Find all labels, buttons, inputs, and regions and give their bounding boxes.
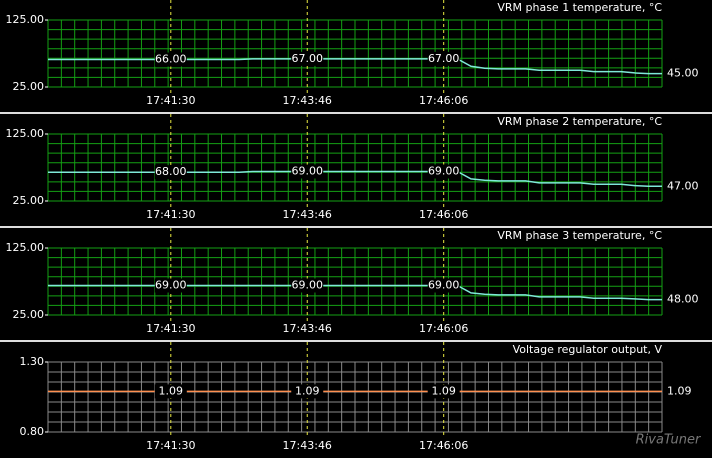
value-label-bg	[427, 384, 460, 399]
watermark: RivaTuner	[636, 433, 702, 448]
x-tick-label: 17:46:06	[419, 439, 468, 452]
current-value-label: 45.00	[667, 67, 699, 80]
x-tick-label: 17:41:30	[146, 208, 195, 221]
value-label: 1.09	[431, 384, 456, 397]
value-label: 69.00	[428, 165, 460, 178]
value-label-bg	[427, 278, 460, 293]
y-tick-label: 25.00	[13, 80, 45, 93]
value-label: 1.09	[159, 384, 184, 397]
value-label: 66.00	[155, 53, 187, 66]
x-tick-label: 17:41:30	[146, 94, 195, 107]
value-label: 67.00	[428, 52, 460, 65]
chart-title: Voltage regulator output, V	[513, 343, 663, 356]
x-tick-label: 17:46:06	[419, 322, 468, 335]
data-line	[48, 58, 662, 75]
x-tick-label: 17:46:06	[419, 208, 468, 221]
x-tick-label: 17:43:46	[283, 322, 332, 335]
value-label: 69.00	[291, 165, 323, 178]
value-label-bg	[154, 384, 187, 399]
data-line	[48, 284, 662, 301]
value-label-bg	[427, 164, 460, 179]
current-value-label: 1.09	[667, 384, 692, 397]
data-line	[48, 170, 662, 188]
y-tick-label: 1.30	[20, 355, 45, 368]
value-label-bg	[291, 278, 324, 293]
x-tick-label: 17:43:46	[283, 208, 332, 221]
y-tick-label: 25.00	[13, 308, 45, 321]
current-value-label: 47.00	[667, 179, 699, 192]
x-tick-label: 17:41:30	[146, 439, 195, 452]
value-label: 69.00	[428, 279, 460, 292]
chart-title: VRM phase 1 temperature, °C	[497, 1, 662, 14]
value-label: 1.09	[295, 384, 320, 397]
value-label-bg	[154, 278, 187, 293]
value-label: 69.00	[291, 279, 323, 292]
value-label: 68.00	[155, 165, 187, 178]
x-tick-label: 17:46:06	[419, 94, 468, 107]
value-label: 67.00	[291, 52, 323, 65]
value-label-bg	[154, 165, 187, 180]
value-label-bg	[291, 51, 324, 66]
value-label-bg	[291, 164, 324, 179]
chart-title: VRM phase 3 temperature, °C	[497, 229, 662, 242]
chart-title: VRM phase 2 temperature, °C	[497, 115, 662, 128]
x-tick-label: 17:43:46	[283, 439, 332, 452]
value-label-bg	[291, 384, 324, 399]
current-value-label: 48.00	[667, 293, 699, 306]
y-tick-label: 125.00	[6, 241, 45, 254]
x-tick-label: 17:41:30	[146, 322, 195, 335]
value-label-bg	[154, 52, 187, 67]
y-tick-label: 0.80	[20, 425, 45, 438]
y-tick-label: 125.00	[6, 127, 45, 140]
value-label-bg	[427, 51, 460, 66]
y-tick-label: 125.00	[6, 13, 45, 26]
x-tick-label: 17:43:46	[283, 94, 332, 107]
value-label: 69.00	[155, 279, 187, 292]
y-tick-label: 25.00	[13, 194, 45, 207]
